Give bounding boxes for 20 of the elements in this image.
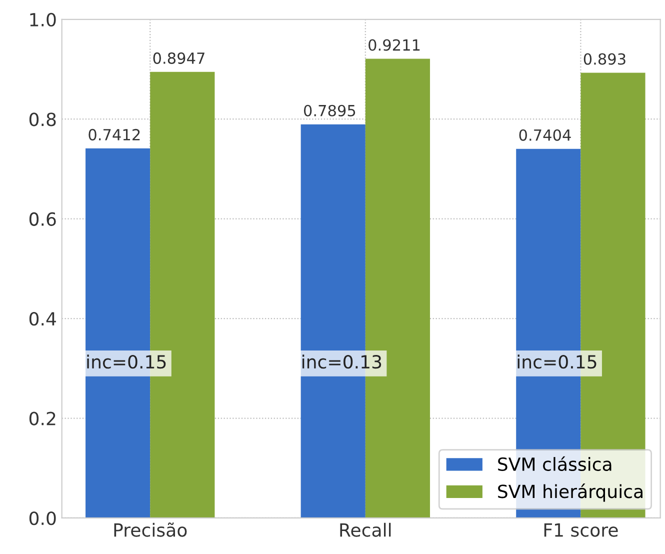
annotation: inc=0.13 bbox=[302, 354, 382, 369]
annotation: inc=0.15 bbox=[518, 354, 596, 369]
annotation: inc=0.15 bbox=[87, 354, 166, 369]
y-tick-label: 0.8 bbox=[29, 112, 56, 126]
x-tick-label: Recall bbox=[340, 522, 391, 537]
y-tick-label: 1.0 bbox=[30, 12, 56, 27]
y-tick-label: 0.2 bbox=[29, 412, 56, 426]
x-tick-label: F1 score bbox=[544, 523, 618, 537]
y-tick-label: 0.6 bbox=[29, 212, 56, 226]
x-tick-label: Precisão bbox=[114, 522, 187, 537]
legend-label: SVM clássica bbox=[498, 456, 612, 472]
data-label: 0.7412 bbox=[88, 128, 140, 140]
data-label: 0.7895 bbox=[304, 104, 356, 116]
legend-label: SVM hierárquica bbox=[498, 484, 642, 502]
data-label: 0.893 bbox=[584, 53, 626, 65]
y-tick-label: 0.4 bbox=[29, 312, 56, 326]
y-tick-label: 0.0 bbox=[29, 511, 56, 526]
data-label: 0.9211 bbox=[368, 39, 420, 51]
data-label: 0.8947 bbox=[153, 52, 204, 64]
data-label: 0.7404 bbox=[519, 129, 571, 141]
